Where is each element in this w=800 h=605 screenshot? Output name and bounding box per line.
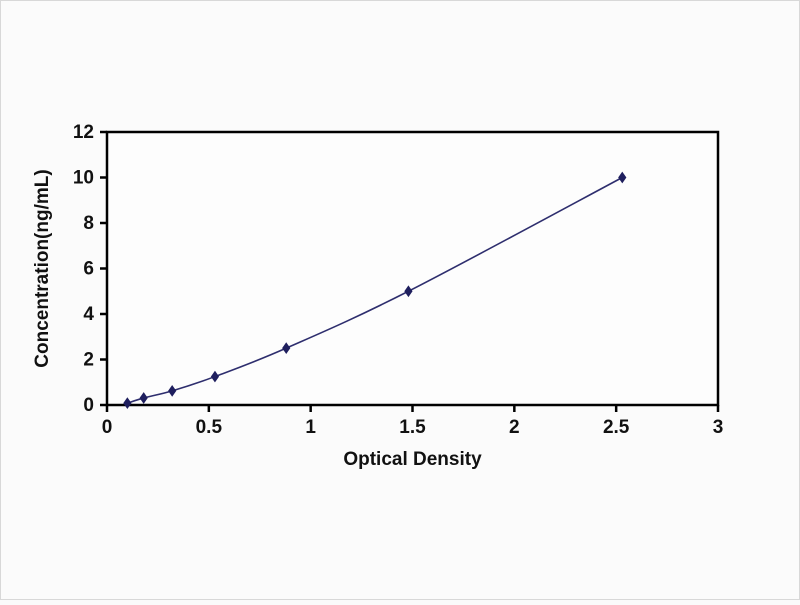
y-tick-label: 10 [73,168,94,189]
data-point-marker [404,285,413,298]
y-tick-label: 12 [73,122,94,143]
y-tick-label: 8 [83,213,94,234]
data-point-marker [618,171,627,184]
x-tick-label: 0 [102,417,113,438]
x-tick-label: 1.5 [399,417,426,438]
x-tick-label: 0.5 [196,417,223,438]
y-tick-label: 4 [83,304,94,325]
x-tick-label: 3 [713,417,724,438]
data-point-marker [123,397,132,410]
plot-area [107,132,718,405]
x-tick-label: 1 [305,417,316,438]
x-axis-label: Optical Density [343,449,482,470]
data-point-marker [282,342,291,354]
data-point-marker [210,370,220,383]
data-point-marker [139,392,148,404]
y-tick-label: 6 [83,259,94,280]
data-point-marker [168,385,177,397]
y-tick-label: 2 [83,350,94,371]
x-tick-label: 2 [509,417,520,438]
y-tick-label: 0 [83,395,94,416]
y-axis-label: Concentration(ng/mL) [32,169,53,367]
x-tick-label: 2.5 [603,417,630,438]
